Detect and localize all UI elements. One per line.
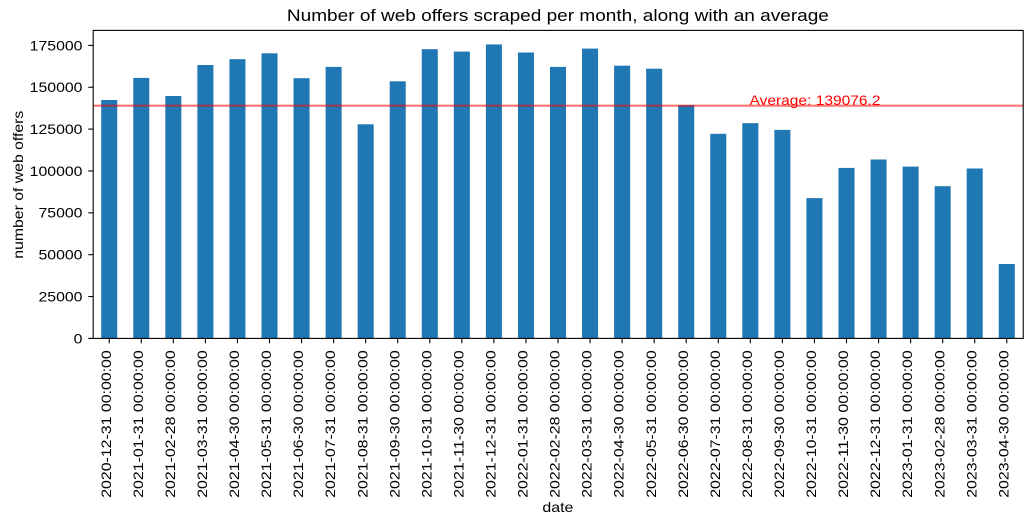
- svg-text:Average: 139076.2: Average: 139076.2: [750, 92, 881, 108]
- svg-text:number of web offers: number of web offers: [10, 111, 26, 259]
- svg-text:2022-05-31 00:00:00: 2022-05-31 00:00:00: [643, 350, 659, 498]
- svg-text:Number of web offers scraped p: Number of web offers scraped per month, …: [287, 6, 829, 25]
- svg-text:2021-12-31 00:00:00: 2021-12-31 00:00:00: [482, 350, 498, 498]
- svg-text:date: date: [542, 499, 573, 515]
- svg-text:2020-12-31 00:00:00: 2020-12-31 00:00:00: [98, 350, 114, 498]
- svg-text:175000: 175000: [30, 37, 83, 53]
- svg-text:2021-02-28 00:00:00: 2021-02-28 00:00:00: [162, 350, 178, 498]
- svg-text:2022-07-31 00:00:00: 2022-07-31 00:00:00: [707, 350, 723, 498]
- svg-text:2021-11-30 00:00:00: 2021-11-30 00:00:00: [450, 350, 466, 498]
- svg-text:2021-03-31 00:00:00: 2021-03-31 00:00:00: [194, 350, 210, 498]
- svg-text:2022-03-31 00:00:00: 2022-03-31 00:00:00: [579, 350, 595, 498]
- svg-text:2022-11-30 00:00:00: 2022-11-30 00:00:00: [835, 350, 851, 498]
- svg-text:50000: 50000: [39, 247, 83, 263]
- svg-text:2022-01-31 00:00:00: 2022-01-31 00:00:00: [515, 350, 531, 498]
- svg-text:100000: 100000: [30, 163, 83, 179]
- svg-text:2021-04-30 00:00:00: 2021-04-30 00:00:00: [226, 350, 242, 498]
- svg-text:2023-03-31 00:00:00: 2023-03-31 00:00:00: [963, 350, 979, 498]
- svg-text:2022-10-31 00:00:00: 2022-10-31 00:00:00: [803, 350, 819, 498]
- svg-text:2021-07-31 00:00:00: 2021-07-31 00:00:00: [322, 350, 338, 498]
- svg-text:2021-08-31 00:00:00: 2021-08-31 00:00:00: [354, 350, 370, 498]
- svg-text:125000: 125000: [30, 121, 83, 137]
- svg-text:150000: 150000: [30, 79, 83, 95]
- svg-text:2023-01-31 00:00:00: 2023-01-31 00:00:00: [899, 350, 915, 498]
- svg-text:0: 0: [74, 330, 83, 346]
- svg-text:2022-06-30 00:00:00: 2022-06-30 00:00:00: [675, 350, 691, 498]
- svg-text:2022-12-31 00:00:00: 2022-12-31 00:00:00: [867, 350, 883, 498]
- svg-text:2023-04-30 00:00:00: 2023-04-30 00:00:00: [995, 350, 1011, 498]
- svg-text:2022-09-30 00:00:00: 2022-09-30 00:00:00: [771, 350, 787, 498]
- svg-text:2021-09-30 00:00:00: 2021-09-30 00:00:00: [386, 350, 402, 498]
- svg-text:2023-02-28 00:00:00: 2023-02-28 00:00:00: [931, 350, 947, 498]
- svg-text:2021-01-31 00:00:00: 2021-01-31 00:00:00: [130, 350, 146, 498]
- svg-text:25000: 25000: [39, 288, 83, 304]
- svg-text:2021-05-31 00:00:00: 2021-05-31 00:00:00: [258, 350, 274, 498]
- svg-text:2022-04-30 00:00:00: 2022-04-30 00:00:00: [611, 350, 627, 498]
- svg-text:2021-10-31 00:00:00: 2021-10-31 00:00:00: [418, 350, 434, 498]
- svg-text:2022-02-28 00:00:00: 2022-02-28 00:00:00: [547, 350, 563, 498]
- svg-text:2021-06-30 00:00:00: 2021-06-30 00:00:00: [290, 350, 306, 498]
- svg-text:2022-08-31 00:00:00: 2022-08-31 00:00:00: [739, 350, 755, 498]
- svg-text:75000: 75000: [39, 205, 83, 221]
